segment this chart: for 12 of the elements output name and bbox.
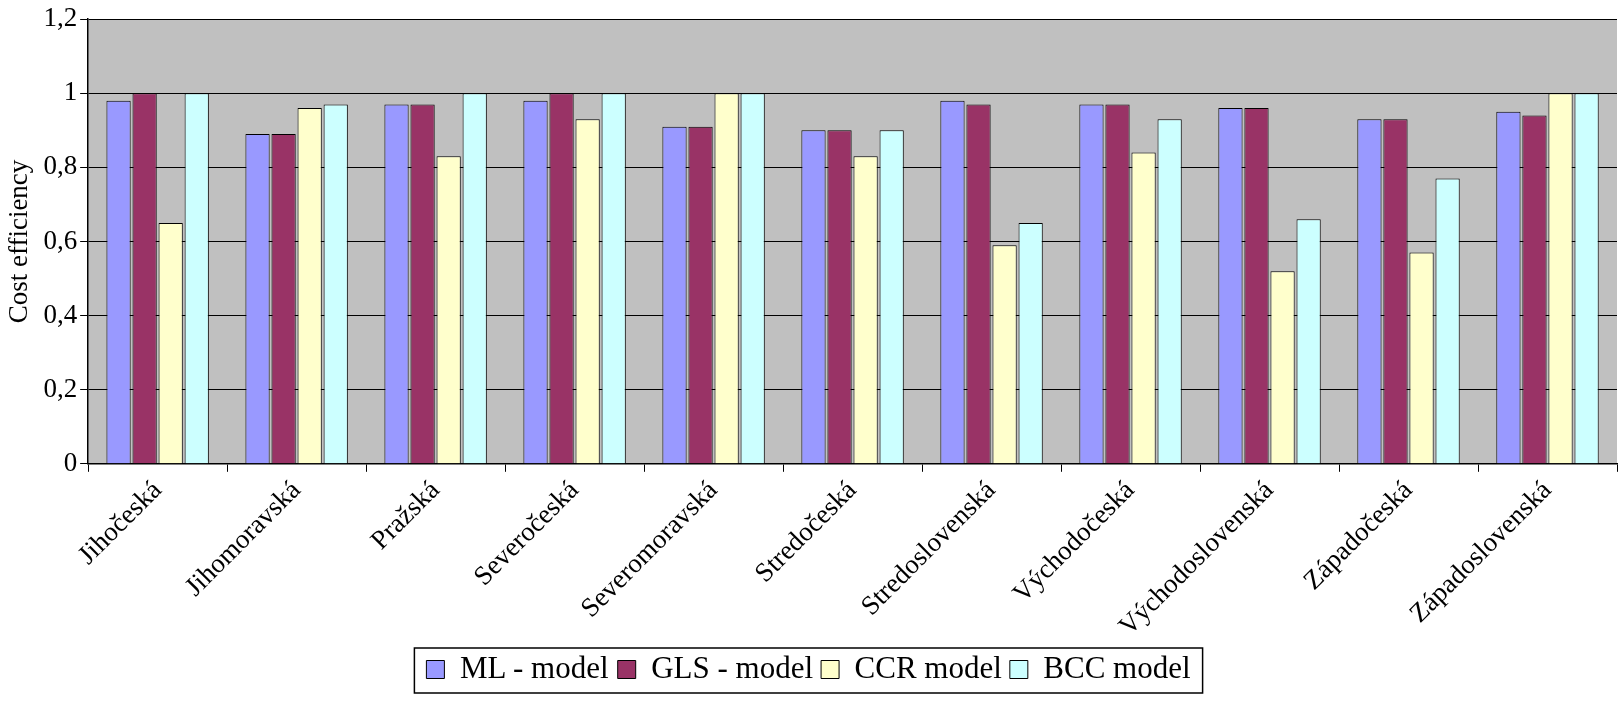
- y-tick-label: 1,2: [43, 2, 78, 33]
- legend-label: GLS - model: [651, 649, 814, 685]
- legend-label: ML - model: [459, 649, 609, 685]
- y-tick-label: 0,6: [43, 224, 78, 255]
- legend-label: BCC model: [1043, 649, 1191, 685]
- y-axis-title: Cost efficiency: [3, 159, 34, 324]
- y-tick-label: 0,2: [43, 372, 78, 403]
- y-tick-label: 0,8: [43, 150, 78, 181]
- y-tick-label: 0,4: [43, 298, 78, 329]
- y-tick-label: 1: [63, 76, 78, 107]
- legend-label: CCR model: [854, 649, 1002, 685]
- y-tick-label: 0: [63, 446, 78, 477]
